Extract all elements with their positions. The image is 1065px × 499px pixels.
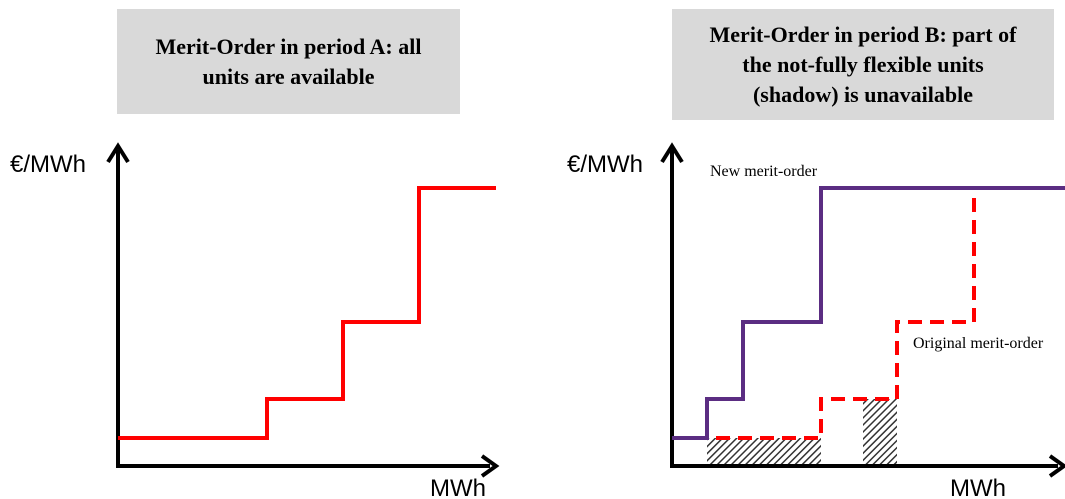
unavailable-units-block-1 xyxy=(707,438,821,466)
panel-a-x-axis-label: MWh xyxy=(430,475,486,499)
panel-b-title-line-2: the not-fully flexible units xyxy=(742,51,984,77)
new-merit-order-label: New merit-order xyxy=(710,163,818,180)
panel-a: €/MWh MWh xyxy=(10,142,500,499)
original-merit-order-label: Original merit-order xyxy=(913,335,1044,352)
new-merit-order-curve xyxy=(672,186,1065,440)
panel-a-title-line-1: Merit-Order in period A: all xyxy=(155,33,422,59)
panel-b-title-line-1: Merit-Order in period B: part of xyxy=(709,21,1017,47)
panel-b-x-axis-label: MWh xyxy=(950,475,1006,499)
panel-a-y-axis-label: €/MWh xyxy=(10,151,86,178)
panel-b-y-axis-label: €/MWh xyxy=(567,151,643,178)
panel-a-y-axis-arrow xyxy=(106,142,130,164)
panel-a-title-line-2: units are available xyxy=(202,63,375,89)
panel-a-title: Merit-Order in period A: all units are a… xyxy=(117,9,460,114)
panel-b: €/MWh MWh New merit-order Original merit… xyxy=(567,142,1065,499)
unavailable-units-block-2 xyxy=(863,399,897,466)
panel-a-merit-order-curve xyxy=(118,186,496,440)
panel-a-x-axis-arrow xyxy=(480,454,500,478)
original-merit-order-curve xyxy=(672,188,976,440)
panel-b-x-axis-arrow xyxy=(1048,454,1065,478)
panel-b-title: Merit-Order in period B: part of the not… xyxy=(672,9,1054,120)
panel-b-title-line-3: (shadow) is unavailable xyxy=(752,81,974,107)
panel-b-y-axis-arrow xyxy=(660,142,684,164)
